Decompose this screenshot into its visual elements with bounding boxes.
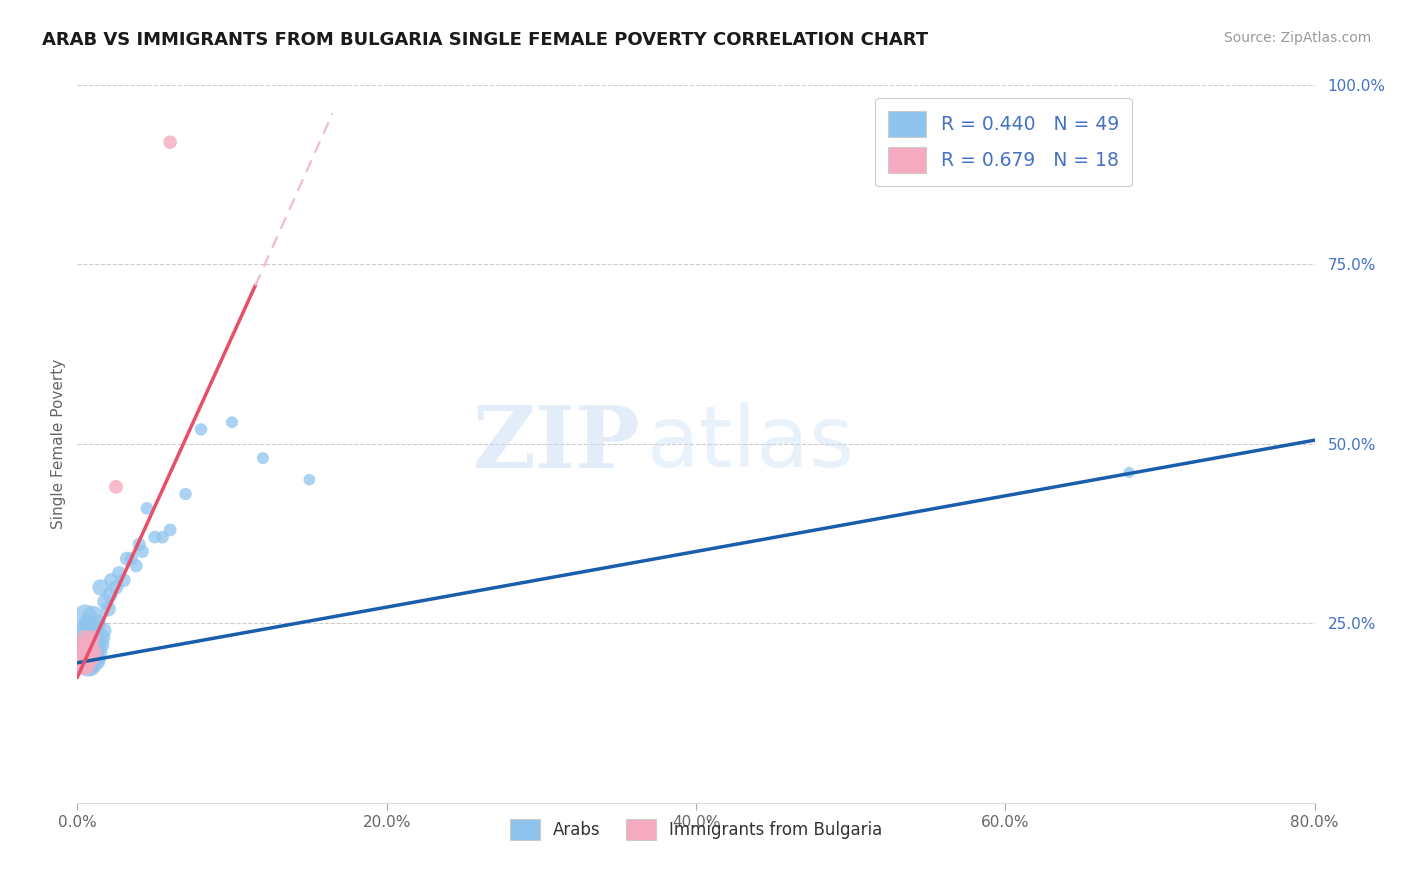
Point bbox=[79, 624, 101, 638]
Point bbox=[94, 595, 117, 609]
Point bbox=[76, 638, 98, 652]
Point bbox=[105, 581, 127, 595]
Point bbox=[84, 652, 107, 666]
Point bbox=[221, 415, 243, 429]
Point bbox=[77, 638, 100, 652]
Point bbox=[75, 652, 96, 666]
Point bbox=[174, 487, 197, 501]
Point bbox=[152, 530, 174, 544]
Point bbox=[93, 624, 115, 638]
Point bbox=[77, 652, 100, 666]
Point bbox=[75, 609, 96, 624]
Point bbox=[125, 558, 148, 573]
Point bbox=[159, 135, 181, 149]
Point bbox=[83, 645, 105, 659]
Point bbox=[91, 631, 114, 645]
Point bbox=[72, 638, 94, 652]
Point bbox=[80, 631, 103, 645]
Point bbox=[105, 480, 127, 494]
Point bbox=[82, 652, 104, 666]
Point bbox=[70, 659, 93, 673]
Point bbox=[79, 638, 101, 652]
Point bbox=[252, 451, 274, 466]
Point bbox=[108, 566, 131, 580]
Text: ZIP: ZIP bbox=[472, 401, 640, 486]
Point bbox=[76, 659, 98, 673]
Point bbox=[70, 645, 93, 659]
Point bbox=[190, 422, 212, 436]
Point bbox=[76, 638, 98, 652]
Point bbox=[121, 551, 143, 566]
Point bbox=[80, 652, 103, 666]
Point bbox=[87, 645, 110, 659]
Point bbox=[159, 523, 181, 537]
Point bbox=[75, 631, 96, 645]
Y-axis label: Single Female Poverty: Single Female Poverty bbox=[51, 359, 66, 529]
Legend: Arabs, Immigrants from Bulgaria: Arabs, Immigrants from Bulgaria bbox=[502, 810, 890, 848]
Point bbox=[69, 652, 91, 666]
Point bbox=[83, 645, 105, 659]
Point bbox=[80, 638, 103, 652]
Point bbox=[72, 652, 94, 666]
Point bbox=[82, 638, 104, 652]
Point bbox=[77, 616, 100, 631]
Text: Source: ZipAtlas.com: Source: ZipAtlas.com bbox=[1223, 31, 1371, 45]
Point bbox=[79, 645, 101, 659]
Point bbox=[77, 659, 100, 673]
Point bbox=[72, 645, 94, 659]
Point bbox=[80, 659, 103, 673]
Text: ARAB VS IMMIGRANTS FROM BULGARIA SINGLE FEMALE POVERTY CORRELATION CHART: ARAB VS IMMIGRANTS FROM BULGARIA SINGLE … bbox=[42, 31, 928, 49]
Point bbox=[97, 602, 120, 616]
Point bbox=[143, 530, 166, 544]
Point bbox=[1118, 466, 1140, 480]
Point bbox=[98, 588, 121, 602]
Text: atlas: atlas bbox=[647, 402, 855, 485]
Point bbox=[100, 573, 122, 587]
Point bbox=[115, 551, 138, 566]
Point bbox=[136, 501, 159, 516]
Point bbox=[128, 537, 150, 551]
Point bbox=[298, 473, 321, 487]
Point bbox=[79, 652, 101, 666]
Point bbox=[76, 624, 98, 638]
Point bbox=[82, 631, 104, 645]
Point bbox=[75, 631, 96, 645]
Point bbox=[86, 638, 108, 652]
Point bbox=[75, 645, 96, 659]
Point bbox=[82, 609, 104, 624]
Point bbox=[112, 573, 135, 587]
Point bbox=[84, 624, 107, 638]
Point bbox=[90, 638, 111, 652]
Point bbox=[86, 616, 108, 631]
Point bbox=[131, 544, 153, 558]
Point bbox=[77, 645, 100, 659]
Point bbox=[90, 581, 111, 595]
